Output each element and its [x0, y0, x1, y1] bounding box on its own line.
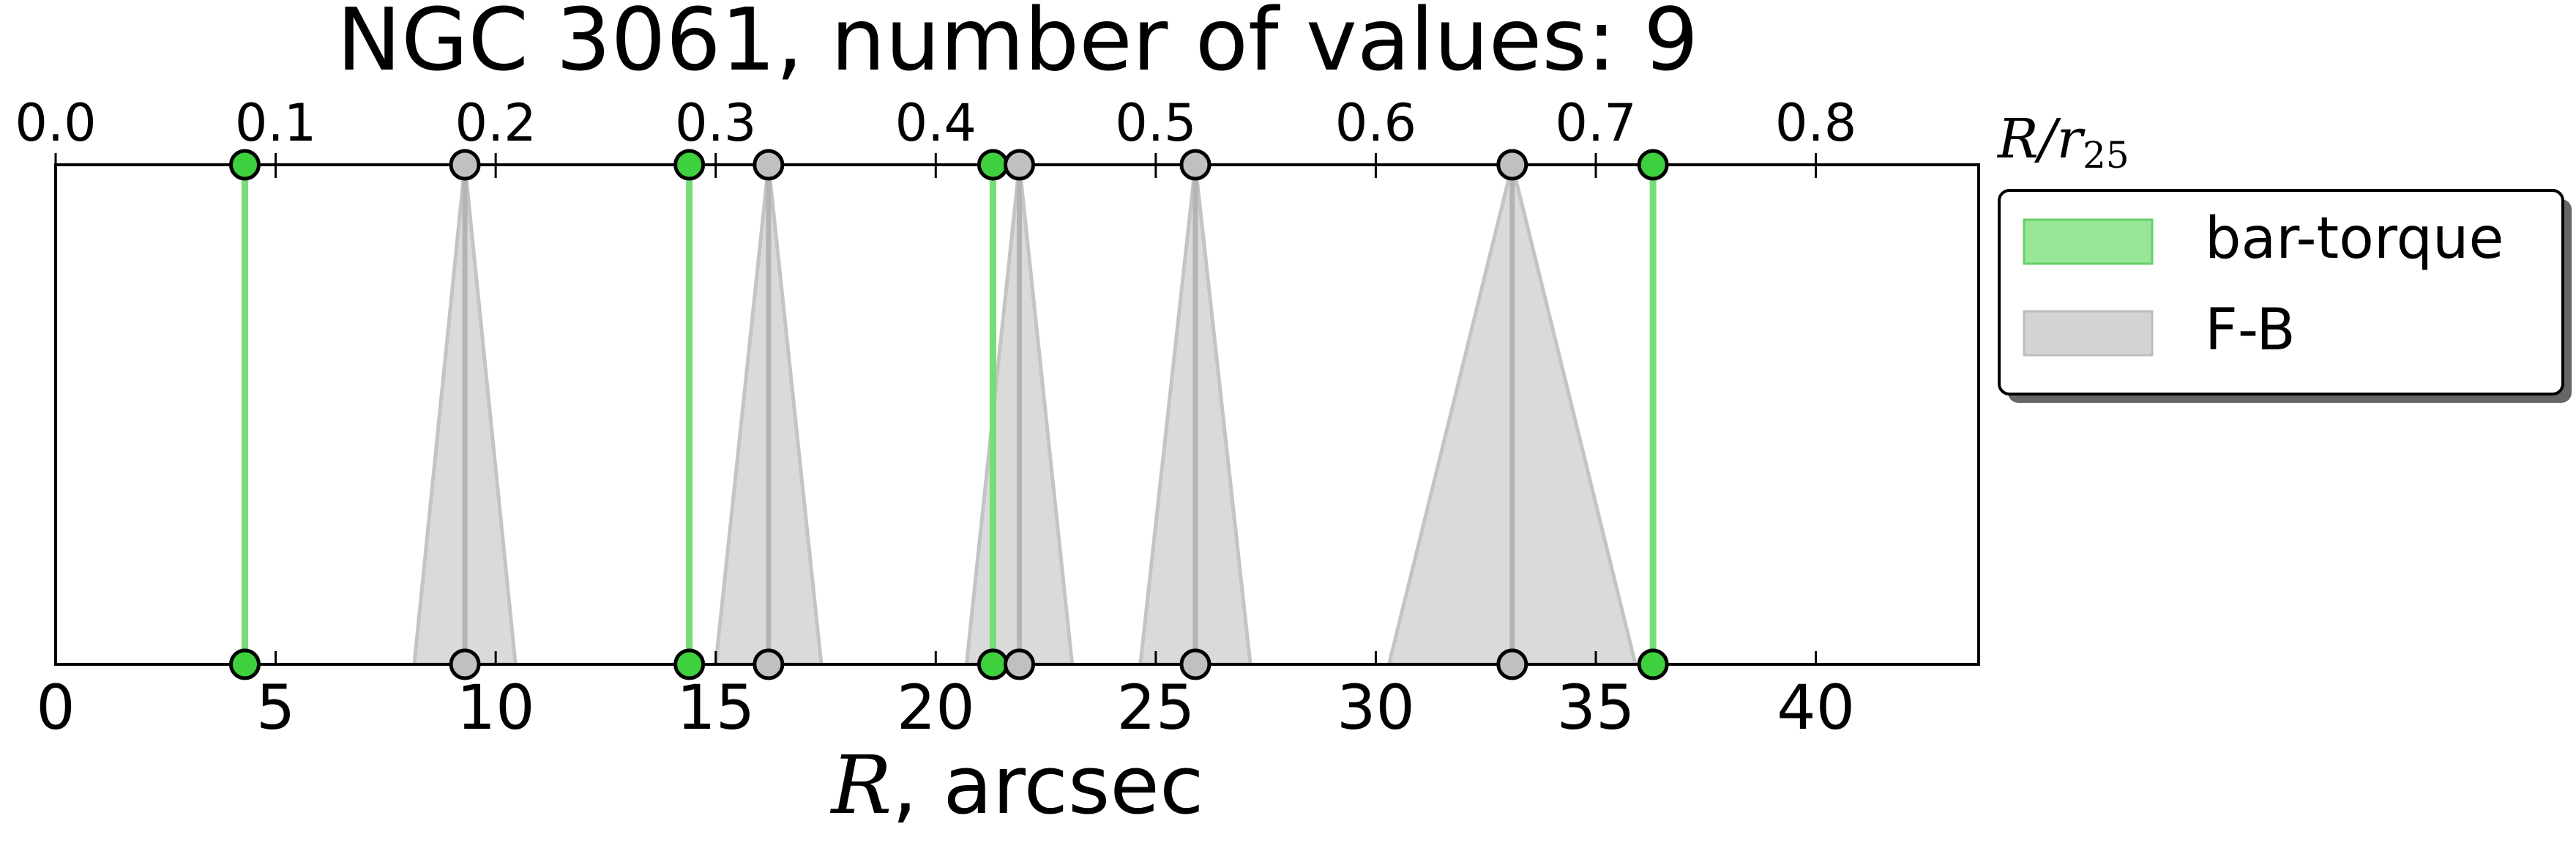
top-tick-label: 0.2	[455, 93, 536, 153]
top-tick-label: 0.7	[1555, 93, 1636, 153]
bar-torque-marker	[977, 149, 1009, 181]
bar-torque-marker	[228, 648, 261, 680]
legend-label-f-b: F-B	[2205, 297, 2296, 363]
f-b-marker	[1004, 149, 1036, 181]
x-tick-label: 25	[1116, 672, 1195, 743]
bar-torque-marker	[228, 149, 261, 181]
f-b-marker	[753, 648, 785, 680]
f-b-marker	[449, 648, 481, 680]
bar-torque-marker	[1637, 149, 1669, 181]
f-b-marker	[1179, 149, 1212, 181]
x-tick-label: 40	[1777, 672, 1855, 743]
x-tick-label: 30	[1337, 672, 1415, 743]
x-axis-label: R, arcsec	[830, 738, 1204, 832]
top-tick-label: 0.1	[235, 93, 316, 153]
error-fills	[412, 164, 1638, 667]
x-tick-label: 35	[1557, 672, 1635, 743]
bar-torque-marker	[673, 149, 706, 181]
f-b-marker	[1496, 149, 1528, 181]
top-tick-label: 0.6	[1335, 93, 1416, 153]
legend-swatch-bar-torque	[2023, 218, 2154, 265]
chart-title: NGC 3061, number of values: 9	[337, 0, 1698, 90]
series-lines	[241, 165, 1657, 664]
legend-swatch-f-b	[2023, 310, 2154, 357]
top-tick-label: 0.3	[675, 93, 756, 153]
f-b-marker	[449, 149, 481, 181]
legend-label-bar-torque: bar-torque	[2205, 206, 2504, 272]
f-b-marker	[1179, 648, 1212, 680]
bar-torque-marker	[1637, 648, 1669, 680]
top-tick-label: 0.0	[15, 93, 96, 153]
x-tick-label: 0	[36, 672, 75, 743]
top-tick-label: 0.5	[1115, 93, 1196, 153]
x-tick-label: 20	[897, 672, 975, 743]
bar-torque-marker	[673, 648, 706, 680]
x-tick-label: 10	[457, 672, 535, 743]
f-b-marker	[753, 149, 785, 181]
bar-torque-marker	[977, 648, 1009, 680]
x-tick-label: 15	[676, 672, 755, 743]
f-b-marker	[1004, 648, 1036, 680]
top-axis-label: R/r25	[1996, 108, 2129, 177]
f-b-marker	[1496, 648, 1528, 680]
top-tick-label: 0.8	[1775, 93, 1856, 153]
top-tick-label: 0.4	[895, 93, 977, 153]
legend: bar-torque F-B	[1998, 189, 2572, 403]
x-tick-label: 5	[256, 672, 295, 743]
axes: 0 5 10 15 20 25 30 35 40 0.0 0.1 0.2 0.3 0.4 0.5 0.6 0.7…	[15, 93, 1856, 743]
series-markers	[228, 149, 1669, 680]
